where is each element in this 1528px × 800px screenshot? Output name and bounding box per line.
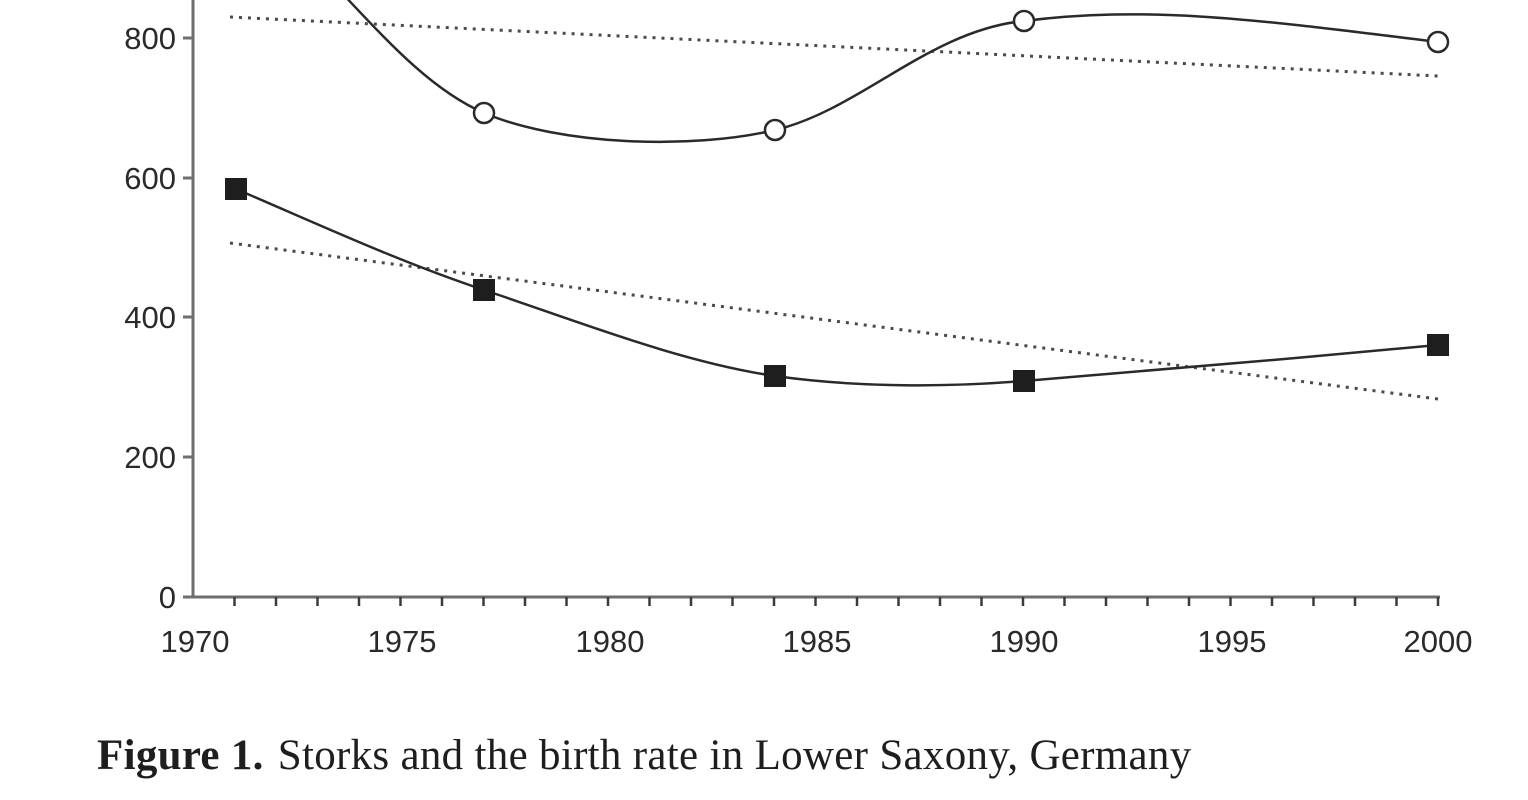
data-point [1012, 9, 1036, 33]
x-tick-label: 1990 [990, 624, 1059, 659]
data-point [1427, 334, 1449, 356]
x-tick-label: 1985 [783, 624, 852, 659]
x-tick-label: 1995 [1198, 624, 1267, 659]
y-axis: 0 200 400 600 800 [124, 0, 195, 615]
figure-label: Figure 1. [97, 732, 264, 779]
line-chart: 0 200 400 600 800 [124, 0, 1473, 659]
storks-trend-line [229, 15, 1439, 78]
x-tick-label: 1980 [576, 624, 645, 659]
x-axis: 1970 1975 1980 1985 1990 1995 2000 [161, 595, 1473, 659]
x-tick-label: 2000 [1404, 624, 1473, 659]
births-trend-line [229, 241, 1439, 401]
y-tick-label: 200 [124, 440, 176, 475]
data-point [225, 178, 247, 200]
data-point [1013, 370, 1035, 392]
x-tick-label: 1970 [161, 624, 230, 659]
storks-markers [472, 9, 1450, 142]
data-point [472, 101, 496, 125]
data-point [763, 118, 787, 142]
y-tick-label: 0 [159, 580, 176, 615]
y-tick-label: 800 [124, 21, 176, 56]
births-markers [225, 178, 1449, 392]
caption-text: Storks and the birth rate in Lower Saxon… [277, 732, 1192, 779]
data-point [764, 365, 786, 387]
figure-caption: Figure 1. Storks and the birth rate in Lo… [97, 726, 1497, 786]
storks-curve [346, 0, 1439, 144]
births-curve [235, 187, 1439, 387]
y-tick-label: 400 [124, 300, 176, 335]
y-tick-label: 600 [124, 161, 176, 196]
data-point [473, 279, 495, 301]
x-tick-label: 1975 [368, 624, 437, 659]
data-point [1426, 30, 1450, 54]
